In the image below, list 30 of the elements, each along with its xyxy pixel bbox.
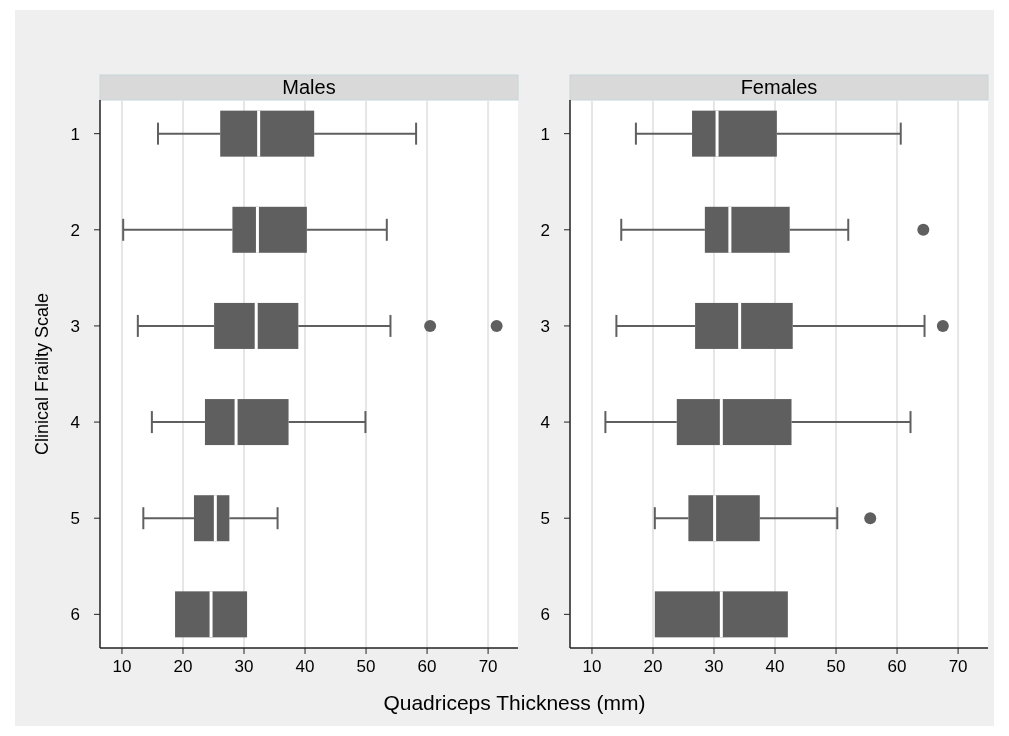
y-tick-label: 1 <box>70 124 80 144</box>
x-axis-title: Quadriceps Thickness (mm) <box>383 691 646 714</box>
x-tick-label: 50 <box>356 657 376 676</box>
x-tick-label: 40 <box>295 657 315 676</box>
y-tick-label: 6 <box>70 605 80 625</box>
y-tick-label: 3 <box>540 316 550 336</box>
y-tick-label: 2 <box>540 220 550 240</box>
x-tick-label: 30 <box>234 657 254 676</box>
chart-title: Males <box>282 76 336 98</box>
y-tick-label: 2 <box>70 220 80 240</box>
y-tick-label: 5 <box>540 509 550 529</box>
y-axis-title: Clinical Frailty Scale <box>32 292 52 456</box>
y-tick-label: 3 <box>70 316 80 336</box>
chart-title: Females <box>740 76 818 98</box>
x-tick-label: 70 <box>948 657 968 676</box>
y-tick-label: 1 <box>540 124 550 144</box>
x-tick-label: 70 <box>478 657 498 676</box>
y-tick-label: 4 <box>70 413 80 433</box>
y-tick-label: 4 <box>540 413 550 433</box>
y-tick-label: 6 <box>540 605 550 625</box>
x-tick-label: 60 <box>417 657 437 676</box>
x-tick-label: 60 <box>887 657 907 676</box>
x-tick-label: 10 <box>582 657 602 676</box>
x-tick-label: 50 <box>826 657 846 676</box>
x-tick-label: 30 <box>704 657 724 676</box>
x-tick-label: 20 <box>643 657 663 676</box>
x-tick-label: 10 <box>112 657 132 676</box>
y-tick-label: 5 <box>70 509 80 529</box>
x-tick-label: 40 <box>765 657 785 676</box>
x-tick-label: 20 <box>173 657 193 676</box>
